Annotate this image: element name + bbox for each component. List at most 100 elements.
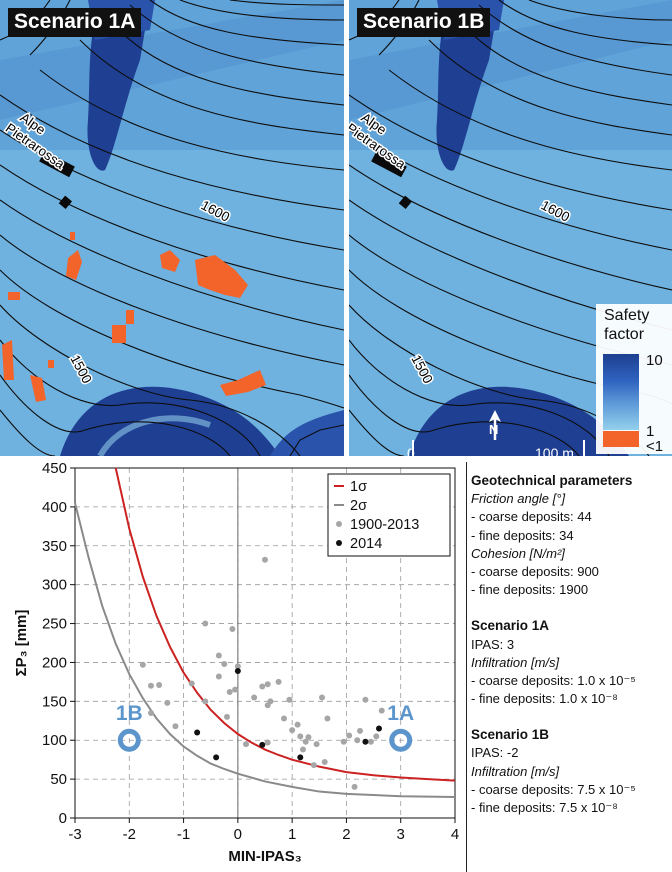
legend-dot-2: [336, 521, 342, 527]
legend-red-swatch: [603, 431, 639, 447]
scenario-1b-tag: Scenario 1B: [357, 8, 491, 37]
data-point-1900-2013: [357, 727, 363, 734]
legend-max-label: 10: [646, 352, 663, 369]
data-point-1900-2013: [294, 721, 301, 728]
scenario-label-1a: 1A: [387, 702, 414, 725]
data-point-1900-2013: [319, 694, 325, 701]
plot-frame: [74, 467, 456, 819]
legend-label: 2σ: [350, 498, 367, 514]
data-point-1900-2013: [324, 715, 331, 722]
scenario-1a-coarse: - coarse deposits: 1.0 x 10⁻⁵: [471, 672, 636, 688]
scenario-1b-coarse: - coarse deposits: 7.5 x 10⁻⁵: [471, 781, 636, 797]
data-point-1900-2013: [310, 762, 317, 769]
data-point-1900-2013: [243, 741, 249, 748]
data-point-1900-2013: [264, 739, 271, 746]
legend-label: 1σ: [350, 479, 367, 495]
data-point-1900-2013: [224, 713, 230, 720]
data-point-1900-2013: [264, 702, 271, 709]
scenario-1a-title: Scenario 1A: [471, 618, 550, 634]
data-point-1900-2013: [346, 732, 353, 739]
cohesion-fine: - fine deposits: 1900: [471, 582, 589, 598]
cohesion-coarse: - coarse deposits: 900: [471, 563, 599, 579]
data-point-1900-2013: [367, 738, 374, 745]
scenario-marker-1b: [117, 728, 141, 752]
scenario-marker-1a: [389, 728, 413, 752]
legend-dot-3: [336, 540, 342, 546]
data-point-1900-2013: [188, 680, 195, 687]
data-point-1900-2013: [281, 715, 287, 722]
scenario-1b-fine: - fine deposits: 7.5 x 10⁻⁸: [471, 800, 618, 815]
y-tick-label: 350: [42, 538, 67, 555]
data-point-1900-2013: [148, 682, 154, 689]
data-point-1900-2013: [202, 698, 209, 705]
y-tick-label: 200: [42, 654, 67, 671]
legend-label: 2014: [350, 536, 382, 552]
y-tick-label: 400: [42, 499, 67, 516]
data-point-1900-2013: [321, 759, 328, 765]
scenario-1a-tag: Scenario 1A: [8, 8, 142, 37]
data-point-1900-2013: [373, 733, 380, 740]
x-tick-label: -2: [123, 826, 136, 843]
side-panel-divider: [466, 462, 467, 872]
scale-length-label: 100 m: [535, 445, 574, 456]
data-point-1900-2013: [259, 683, 266, 690]
scale-zero-label: 0: [407, 445, 415, 456]
data-point-1900-2013: [305, 734, 312, 741]
data-point-2014: [194, 729, 201, 736]
data-point-1900-2013: [148, 710, 154, 716]
data-point-1900-2013: [229, 626, 236, 632]
y-axis-label: ΣP₃ [mm]: [13, 610, 30, 677]
x-tick-label: 1: [288, 826, 296, 843]
x-tick-label: 3: [397, 826, 405, 843]
data-point-2014: [213, 754, 220, 761]
scenario-1a-ipas: IPAS: 3: [471, 636, 515, 652]
scenario-label-1b: 1B: [116, 702, 143, 725]
y-tick-label: 450: [42, 460, 67, 477]
data-point-2014: [234, 668, 241, 674]
data-point-1900-2013: [354, 737, 361, 744]
scenario-1b-title: Scenario 1B: [471, 727, 550, 743]
data-point-1900-2013: [215, 652, 222, 659]
x-tick-label: -1: [177, 826, 190, 843]
friction-title: Friction angle [°]: [471, 491, 566, 507]
data-point-1900-2013: [139, 661, 146, 668]
data-point-1900-2013: [156, 682, 163, 688]
y-tick-label: 150: [42, 693, 67, 710]
map-scenario-1b: Alpe Alpe Pietrarossa Pietrarossa 1600 1…: [349, 0, 672, 456]
x-axis-label: MIN-IPAS₃: [228, 848, 301, 865]
friction-fine: - fine deposits: 34: [471, 527, 574, 543]
data-point-1900-2013: [289, 727, 296, 734]
data-point-2014: [376, 725, 382, 732]
scenario-1a-infiltration-title: Infiltration [m/s]: [471, 654, 560, 670]
legend-title: Safety factor: [604, 307, 650, 343]
data-point-1900-2013: [340, 738, 347, 745]
data-point-1900-2013: [275, 678, 282, 685]
friction-coarse: - coarse deposits: 44: [471, 509, 592, 525]
svg-text:N: N: [489, 422, 498, 437]
legend-label: 1900-2013: [350, 517, 419, 533]
x-tick-label: -3: [68, 826, 81, 843]
data-point-1900-2013: [262, 556, 268, 563]
data-point-1900-2013: [226, 689, 233, 695]
side-panel: Geotechnical parameters Friction angle […: [471, 472, 672, 817]
cohesion-title: Cohesion [N/m²]: [471, 545, 565, 561]
data-point-1900-2013: [234, 663, 241, 670]
y-tick-label: 100: [42, 732, 67, 749]
data-point-1900-2013: [221, 661, 228, 667]
data-point-1900-2013: [351, 783, 358, 790]
data-point-1900-2013: [172, 723, 179, 730]
safety-factor-legend: Safety factor 10 1 <1: [596, 304, 672, 455]
scenario-1a-fine: - fine deposits: 1.0 x 10⁻⁸: [471, 691, 618, 707]
map-scenario-1a: Alpe Alpe Pietrarossa Pietrarossa 1600 1…: [0, 0, 344, 456]
data-point-1900-2013: [378, 707, 385, 714]
legend-one-label: 1: [646, 423, 655, 440]
scenario-1b-ipas: IPAS: -2: [471, 745, 519, 761]
geo-title: Geotechnical parameters: [471, 473, 633, 488]
data-point-1900-2013: [202, 620, 209, 627]
y-tick-label: 0: [59, 810, 67, 827]
data-point-1900-2013: [264, 681, 271, 688]
data-point-1900-2013: [251, 694, 258, 701]
legend-lt-label: <1: [646, 438, 664, 455]
scenario-1b-infiltration-title: Infiltration [m/s]: [471, 763, 560, 779]
data-point-1900-2013: [297, 733, 304, 740]
